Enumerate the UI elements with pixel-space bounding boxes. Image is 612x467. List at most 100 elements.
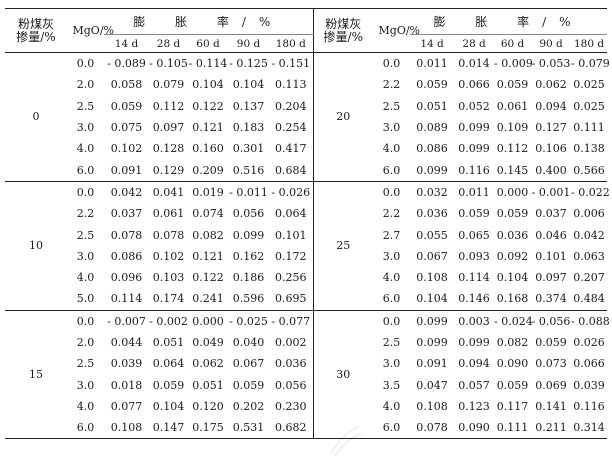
expansion-value: 0.051 xyxy=(416,99,448,113)
fly-ash-dosage: 25 xyxy=(313,181,374,311)
expansion-value: 0.037 xyxy=(110,207,143,221)
expansion-value: 0.036 xyxy=(269,353,314,375)
mgo-content: 2.5 xyxy=(76,357,95,371)
expansion-value: 0.051 xyxy=(192,378,224,392)
expansion-value: 0.112 xyxy=(152,99,185,113)
table-row: 4.0 0.077 0.104 0.120 0.202 0.230 4.0 0.108 0.12… xyxy=(5,395,607,418)
expansion-value: 0.036 xyxy=(496,228,529,242)
mgo-content: 2.2 xyxy=(382,78,401,92)
expansion-value: 0.061 xyxy=(496,99,529,113)
expansion-value: 0.042 xyxy=(110,185,143,199)
table-row: 2.5 0.059 0.112 0.122 0.137 0.204 2.5 0.051 0.05… xyxy=(5,95,607,117)
expansion-value: - 0.022 xyxy=(571,185,610,199)
table-row: 3.0 0.075 0.097 0.121 0.183 0.254 3.0 0.089 0.09… xyxy=(5,116,607,139)
expansion-value: 0.175 xyxy=(188,417,228,440)
expansion-value: 0.202 xyxy=(232,399,265,413)
expansion-value: 0.314 xyxy=(571,417,608,440)
expansion-value: 0.052 xyxy=(458,99,490,113)
age-header: 60 d xyxy=(188,34,228,53)
expansion-value: 0.039 xyxy=(110,357,143,371)
mgo-content: 4.0 xyxy=(76,271,95,285)
expansion-value: 0.108 xyxy=(416,399,448,413)
expansion-value: 0.074 xyxy=(192,207,224,221)
expansion-value: 0.003 xyxy=(458,314,490,328)
expansion-value: 0.036 xyxy=(416,207,448,221)
expansion-value: - 0.024 xyxy=(494,314,533,328)
mgo-content: 4.0 xyxy=(382,142,401,156)
expansion-value: 0.066 xyxy=(573,357,605,371)
expansion-value: 0.091 xyxy=(104,159,149,182)
expansion-value: 0.078 xyxy=(410,417,455,440)
expansion-value: 0.160 xyxy=(192,142,224,156)
expansion-value: 0.099 xyxy=(416,336,448,349)
fly-ash-dosage: 15 xyxy=(5,310,67,440)
expansion-value: 0.207 xyxy=(573,271,605,285)
expansion-value: 0.062 xyxy=(192,357,224,371)
expansion-value: 0.127 xyxy=(535,121,567,135)
expansion-value: 0.168 xyxy=(494,288,532,311)
table-row: 6.0 0.091 0.129 0.209 0.516 0.684 6.0 0.099 0.11… xyxy=(5,159,608,182)
expansion-value: 0.097 xyxy=(152,121,185,135)
expansion-value: 0.000 xyxy=(496,185,529,199)
expansion-value: 0.101 xyxy=(269,224,314,246)
expansion-value: 0.073 xyxy=(535,357,567,371)
expansion-value: 0.064 xyxy=(152,357,185,371)
expansion-value: 0.101 xyxy=(535,249,567,263)
expansion-value: - 0.002 xyxy=(149,314,188,328)
expansion-value: 0.102 xyxy=(110,142,143,156)
expansion-value: 0.078 xyxy=(110,228,143,242)
expansion-value: 0.059 xyxy=(458,207,490,221)
expansion-value: 0.069 xyxy=(535,378,567,392)
table-row: 3.0 0.018 0.059 0.051 0.059 0.056 3.5 0.047 0.05… xyxy=(5,374,607,396)
mgo-content: 3.0 xyxy=(382,121,401,135)
expansion-value: 0.112 xyxy=(496,142,529,156)
expansion-value: 0.093 xyxy=(458,249,490,263)
expansion-value: 0.082 xyxy=(192,228,224,242)
expansion-value: 0.183 xyxy=(232,121,265,135)
expansion-value: - 0.009 xyxy=(494,57,533,71)
expansion-value: - 0.011 xyxy=(229,185,268,199)
expansion-value: 0.055 xyxy=(416,228,448,242)
expansion-value: 0.103 xyxy=(152,271,185,285)
expansion-value: 0.566 xyxy=(571,159,608,182)
expansion-value: 0.056 xyxy=(269,374,314,396)
expansion-value: 0.301 xyxy=(232,142,265,156)
expansion-value: 0.114 xyxy=(458,271,490,285)
expansion-value: 0.099 xyxy=(458,336,490,349)
expansion-value: 0.058 xyxy=(110,78,143,92)
expansion-value: 0.006 xyxy=(573,207,605,221)
mgo-content: 4.0 xyxy=(76,142,95,156)
expansion-value: 0.122 xyxy=(192,99,224,113)
expansion-value: 0.254 xyxy=(269,116,314,139)
expansion-value: 0.079 xyxy=(152,78,185,92)
expansion-value: 0.141 xyxy=(535,399,567,413)
mgo-content: 2.0 xyxy=(76,78,95,92)
mgo-content: 3.0 xyxy=(76,378,95,392)
expansion-value: 0.128 xyxy=(152,142,185,156)
mgo-content: 0.0 xyxy=(76,314,95,328)
age-header: 180 d xyxy=(269,34,314,53)
expansion-value: 0.374 xyxy=(531,288,572,311)
age-header: 28 d xyxy=(454,34,495,53)
expansion-value: 0.039 xyxy=(573,378,605,392)
expansion-value: 0.186 xyxy=(232,271,265,285)
expansion-value: 0.047 xyxy=(416,378,448,392)
expansion-value: 0.230 xyxy=(269,395,314,418)
expansion-value: 0.204 xyxy=(269,95,314,117)
expansion-value: 0.094 xyxy=(458,357,490,371)
mgo-content: 2.5 xyxy=(382,336,401,349)
expansion-value: - 0.151 xyxy=(269,52,314,75)
expansion-value: 0.061 xyxy=(152,207,185,221)
expansion-value: 0.104 xyxy=(232,78,265,92)
table-row: 6.0 0.108 0.147 0.175 0.531 0.682 6.0 0.078 0.09… xyxy=(5,417,608,440)
expansion-value: 0.596 xyxy=(228,288,269,311)
age-header: 14 d xyxy=(104,34,149,53)
expansion-value: 0.147 xyxy=(149,417,188,440)
expansion-value: 0.123 xyxy=(458,399,490,413)
expansion-value: 0.025 xyxy=(573,78,605,92)
fly-ash-header-right: 粉煤灰掺量/% xyxy=(313,8,374,53)
expansion-value: 0.484 xyxy=(571,288,608,311)
mgo-content: 3.0 xyxy=(76,249,95,263)
expansion-value: 0.011 xyxy=(458,185,490,199)
expansion-value: 0.104 xyxy=(192,78,224,92)
